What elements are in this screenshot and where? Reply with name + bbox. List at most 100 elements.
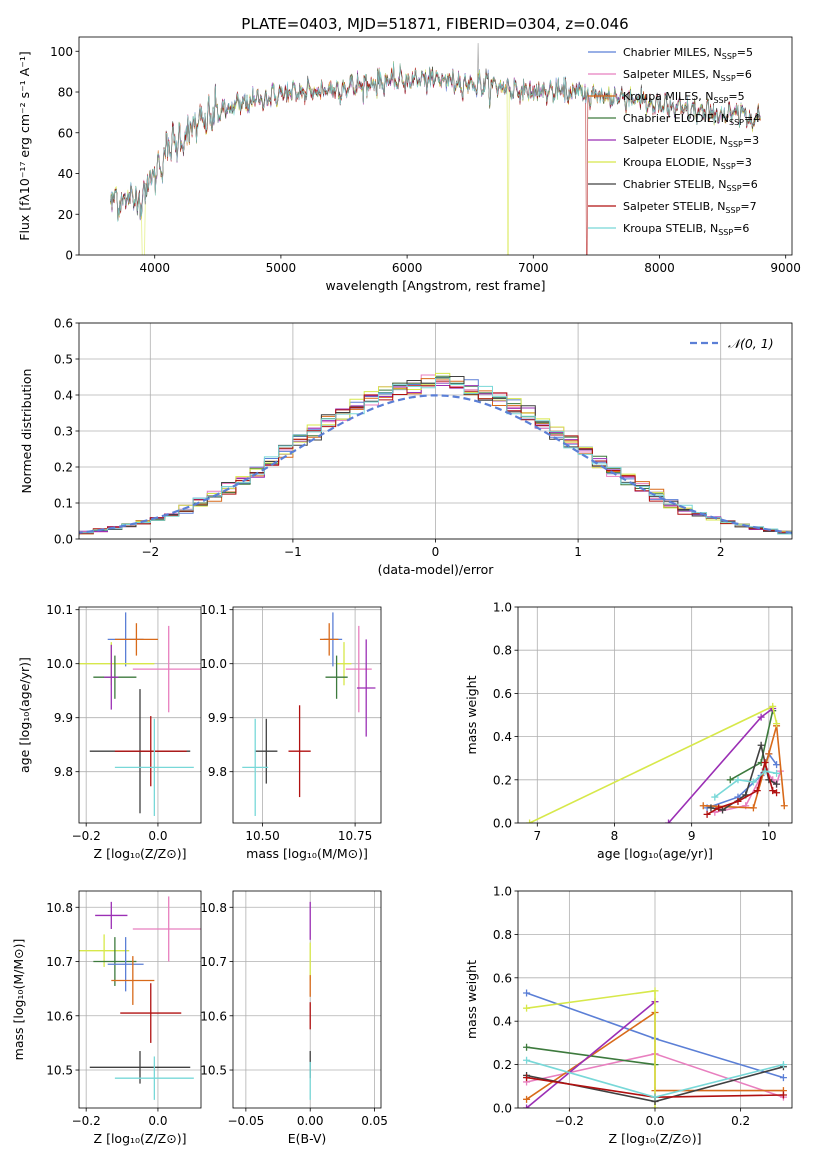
EBV-vs-mass-xlabel: E(B-V) <box>288 1131 327 1146</box>
Z-vs-age-ytick-label: 9.9 <box>54 711 73 725</box>
spectrum-legend: Chabrier MILES, NSSP=5 Salpeter MILES, NS… <box>588 46 760 237</box>
Z-vs-weight-frame <box>517 890 793 1109</box>
weight-marker <box>523 1056 531 1064</box>
Z-vs-weight-xtick-label: 0.0 <box>645 1114 664 1128</box>
EBV-vs-mass-axes: −0.05 0.00 0.05 10.5 10.6 10.7 10.8 <box>200 891 388 1128</box>
residual-histogram-ytick-label: 0.2 <box>54 461 73 475</box>
age-vs-weight-ytick-label: 0.8 <box>493 644 512 658</box>
weight-marker <box>773 761 781 769</box>
spectrum-frame <box>78 36 793 256</box>
spectrum-xlabel: wavelength [Angstrom, rest frame] <box>325 278 545 293</box>
age-vs-weight-xlabel: age [log₁₀(age/yr)] <box>597 846 713 861</box>
mass-vs-age-ytick-label: 9.8 <box>208 765 227 779</box>
age-vs-weight-xtick-label: 10 <box>761 829 776 843</box>
mass-vs-age-ytick-label: 10.0 <box>200 657 227 671</box>
spectrum-ytick-label: 40 <box>58 167 73 181</box>
Z-vs-age-ytick-label: 10.0 <box>46 657 73 671</box>
residual-histogram-frame <box>78 322 793 540</box>
legend-entry: Kroupa ELODIE, NSSP=3 <box>623 156 752 171</box>
Z-vs-mass-ytick-label: 10.8 <box>46 901 73 915</box>
legend-entry: Salpeter STELIB, NSSP=7 <box>623 200 757 215</box>
spectrum-ytick-label: 100 <box>50 45 73 59</box>
residual-histogram-ytick-label: 0.1 <box>54 497 73 511</box>
residual-histogram-ytick-label: 0.0 <box>54 533 73 547</box>
Z-vs-age-points <box>79 612 201 816</box>
legend-entry: Kroupa MILES, NSSP=5 <box>623 90 745 105</box>
histogram-series <box>79 380 792 536</box>
histogram-series <box>79 377 792 536</box>
mass-vs-age-axes: 10.50 10.75 9.8 9.9 10.0 10.1 <box>200 603 381 843</box>
Z-vs-mass-axes: −0.2 0.0 10.5 10.6 10.7 10.8 <box>46 891 201 1128</box>
legend-entry: Salpeter MILES, NSSP=6 <box>623 68 752 83</box>
weight-marker <box>526 819 534 823</box>
weight-line <box>526 1046 656 1066</box>
mass-vs-age-points <box>242 612 376 816</box>
weight-marker <box>523 1104 531 1108</box>
Z-vs-weight-ytick-label: 0.4 <box>493 1015 512 1029</box>
weight-marker <box>719 806 727 814</box>
weight-marker <box>749 778 757 786</box>
legend-entry: 𝒩(0, 1) <box>728 336 774 351</box>
legend-entry: Chabrier ELODIE, NSSP=4 <box>623 112 760 127</box>
residual-histogram-xlabel: (data-model)/error <box>378 562 495 577</box>
mass-vs-age-frame <box>232 606 382 824</box>
age-vs-weight-series <box>526 702 788 823</box>
Z-vs-mass-ytick-label: 10.7 <box>46 955 73 969</box>
Z-vs-mass-ytick-label: 10.5 <box>46 1064 73 1078</box>
Z-vs-weight-series <box>523 987 787 1108</box>
Z-vs-age-axes: −0.2 0.0 9.8 9.9 10.0 10.1 <box>46 603 201 843</box>
weight-marker <box>773 720 781 728</box>
weight-marker <box>651 987 659 995</box>
Z-vs-age-frame <box>78 606 202 824</box>
weight-marker <box>523 989 531 997</box>
EBV-vs-mass-xtick-label: 0.00 <box>297 1114 324 1128</box>
Z-vs-weight-ylabel: mass weight <box>464 960 479 1039</box>
Z-vs-weight-xtick-label: 0.2 <box>731 1114 750 1128</box>
legend-entry: Chabrier MILES, NSSP=5 <box>623 46 753 61</box>
weight-marker <box>734 776 742 784</box>
age-vs-weight-ytick-label: 0.4 <box>493 730 512 744</box>
residual-histogram-ytick-label: 0.5 <box>54 353 73 367</box>
EBV-vs-mass-xtick-label: 0.05 <box>361 1114 388 1128</box>
Z-vs-weight-ytick-label: 0.0 <box>493 1102 512 1116</box>
weight-marker <box>726 776 734 784</box>
age-vs-weight-xtick-label: 7 <box>533 829 541 843</box>
weight-marker <box>769 702 777 710</box>
weight-marker <box>651 1104 659 1108</box>
spectrum-ytick-label: 80 <box>58 86 73 100</box>
normal-curve <box>79 394 792 534</box>
weight-marker <box>773 769 781 777</box>
Z-vs-age-xlabel: Z [log₁₀(Z/Z⊙)] <box>94 846 187 861</box>
age-vs-weight-xtick-label: 9 <box>688 829 696 843</box>
histogram-series <box>79 372 792 536</box>
Z-vs-age-xtick-label: 0.0 <box>148 829 167 843</box>
spectrum-xtick-label: 5000 <box>266 261 297 275</box>
weight-marker <box>773 789 781 797</box>
Z-vs-age-ylabel: age [log₁₀(age/yr)] <box>17 657 32 773</box>
age-vs-weight-ytick-label: 0.0 <box>493 817 512 831</box>
residual-histogram-xtick-label: 1 <box>574 545 582 559</box>
age-vs-weight-ytick-label: 0.6 <box>493 687 512 701</box>
Z-vs-mass-points <box>79 896 201 1100</box>
weight-marker <box>773 780 781 788</box>
weight-marker <box>753 787 761 795</box>
histogram-legend: 𝒩(0, 1) <box>690 336 774 351</box>
mass-vs-age-xtick-label: 10.75 <box>338 829 372 843</box>
weight-marker <box>523 1074 531 1082</box>
legend-entry: Salpeter ELODIE, NSSP=3 <box>623 134 759 149</box>
age-vs-weight-axes: 7 8 9 10 0.0 0.2 0.4 0.6 0.8 1.0 <box>493 601 792 843</box>
weight-marker <box>665 819 673 823</box>
weight-marker <box>769 787 777 795</box>
histogram-series <box>79 378 792 534</box>
age-vs-weight-frame <box>517 606 793 824</box>
residual-histogram-xtick-label: 2 <box>717 545 725 559</box>
legend-entry: Chabrier STELIB, NSSP=6 <box>623 178 758 193</box>
spectrum-xtick-label: 7000 <box>518 261 549 275</box>
histogram-series <box>79 376 792 536</box>
spectrum-ytick-label: 60 <box>58 126 73 140</box>
weight-marker <box>651 1093 659 1101</box>
spectrum-ytick-label: 0 <box>65 249 73 263</box>
Z-vs-age-ytick-label: 9.8 <box>54 765 73 779</box>
weight-marker <box>749 804 757 812</box>
